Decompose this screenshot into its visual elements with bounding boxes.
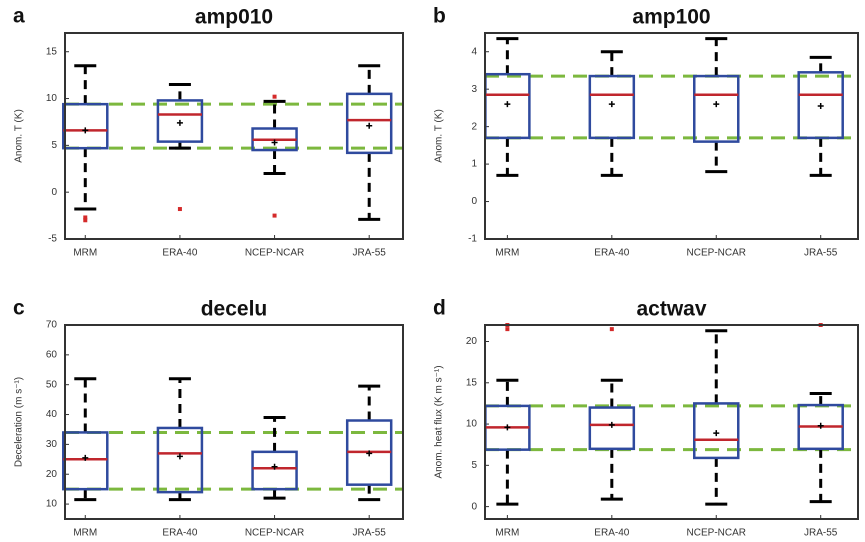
x-tick-label: MRM	[495, 528, 519, 539]
box	[156, 99, 204, 143]
outlier	[83, 218, 88, 223]
y-tick-label: 20	[466, 336, 478, 347]
box	[345, 92, 393, 155]
y-tick-label: 3	[471, 84, 477, 95]
mean-marker	[504, 101, 511, 108]
y-tick-label: 0	[471, 196, 477, 207]
y-tick-label: 4	[471, 46, 477, 57]
y-axis-label: Anom. T (K)	[14, 109, 25, 163]
box	[588, 406, 636, 451]
y-tick-label: 40	[46, 409, 58, 420]
mean-marker	[817, 103, 824, 110]
box	[693, 402, 740, 460]
mean-marker	[176, 119, 183, 126]
outlier	[177, 207, 182, 212]
x-tick-label: MRM	[73, 528, 97, 539]
box	[797, 71, 844, 140]
x-tick-label: JRA-55	[353, 248, 387, 259]
plot-frame	[484, 32, 859, 240]
y-axis-label: Deceleration (m s⁻¹)	[14, 377, 25, 467]
box	[693, 74, 740, 143]
panel-title: actwav	[636, 298, 706, 321]
panel-title: amp100	[632, 6, 710, 29]
x-tick-label: NCEP-NCAR	[245, 528, 304, 539]
outlier	[505, 327, 510, 332]
y-tick-label: 70	[46, 320, 58, 331]
y-tick-label: 10	[46, 93, 58, 104]
y-tick-label: 5	[51, 140, 57, 151]
mean-marker	[608, 101, 615, 108]
box	[156, 426, 204, 494]
x-tick-label: ERA-40	[594, 248, 629, 259]
mean-marker	[82, 454, 89, 461]
mean-marker	[176, 453, 183, 460]
box	[251, 450, 298, 491]
y-tick-label: 2	[471, 121, 477, 132]
y-tick-label: -5	[48, 234, 57, 245]
x-tick-label: ERA-40	[162, 248, 197, 259]
x-tick-label: ERA-40	[162, 528, 197, 539]
x-tick-label: NCEP-NCAR	[687, 248, 746, 259]
y-tick-label: 15	[466, 377, 478, 388]
y-tick-label: 10	[466, 419, 478, 430]
y-tick-label: 1	[471, 159, 477, 170]
outlier	[272, 94, 277, 99]
plot-frame	[484, 324, 859, 520]
y-tick-label: 20	[46, 469, 58, 480]
outlier	[272, 213, 277, 218]
y-tick-label: 0	[471, 501, 477, 512]
mean-marker	[713, 101, 720, 108]
x-tick-label: NCEP-NCAR	[245, 248, 304, 259]
y-tick-label: -1	[468, 234, 477, 245]
x-tick-label: JRA-55	[804, 248, 838, 259]
y-tick-label: 30	[46, 439, 58, 450]
y-tick-label: 10	[46, 499, 58, 510]
x-tick-label: JRA-55	[353, 528, 387, 539]
outlier	[83, 215, 88, 220]
plot-frame	[64, 32, 404, 240]
mean-marker	[608, 421, 615, 428]
y-axis-label: Anom. heat flux (K m s⁻¹)	[434, 365, 445, 478]
panel-letter: b	[433, 5, 446, 28]
y-tick-label: 60	[46, 349, 58, 360]
y-tick-label: 50	[46, 379, 58, 390]
mean-marker	[366, 122, 373, 129]
outlier	[609, 327, 614, 332]
mean-marker	[504, 424, 511, 431]
panel-letter: c	[13, 297, 25, 320]
box	[62, 431, 109, 491]
panel-title: decelu	[201, 298, 268, 321]
x-tick-label: MRM	[73, 248, 97, 259]
y-tick-label: 15	[46, 46, 58, 57]
panel-letter: d	[433, 297, 446, 320]
x-tick-label: JRA-55	[804, 528, 838, 539]
mean-marker	[271, 463, 278, 470]
y-axis-label: Anom. T (K)	[434, 109, 445, 163]
mean-marker	[82, 127, 89, 134]
x-tick-label: ERA-40	[594, 528, 629, 539]
x-tick-label: MRM	[495, 248, 519, 259]
box	[62, 102, 109, 150]
y-tick-label: 5	[471, 460, 477, 471]
mean-marker	[366, 450, 373, 457]
x-tick-label: NCEP-NCAR	[687, 528, 746, 539]
panel-title: amp010	[195, 6, 273, 29]
mean-marker	[713, 430, 720, 437]
y-tick-label: 0	[51, 187, 57, 198]
mean-marker	[817, 422, 824, 429]
panel-letter: a	[13, 5, 25, 28]
plot-frame	[64, 324, 404, 520]
box	[588, 74, 636, 140]
mean-marker	[271, 139, 278, 146]
